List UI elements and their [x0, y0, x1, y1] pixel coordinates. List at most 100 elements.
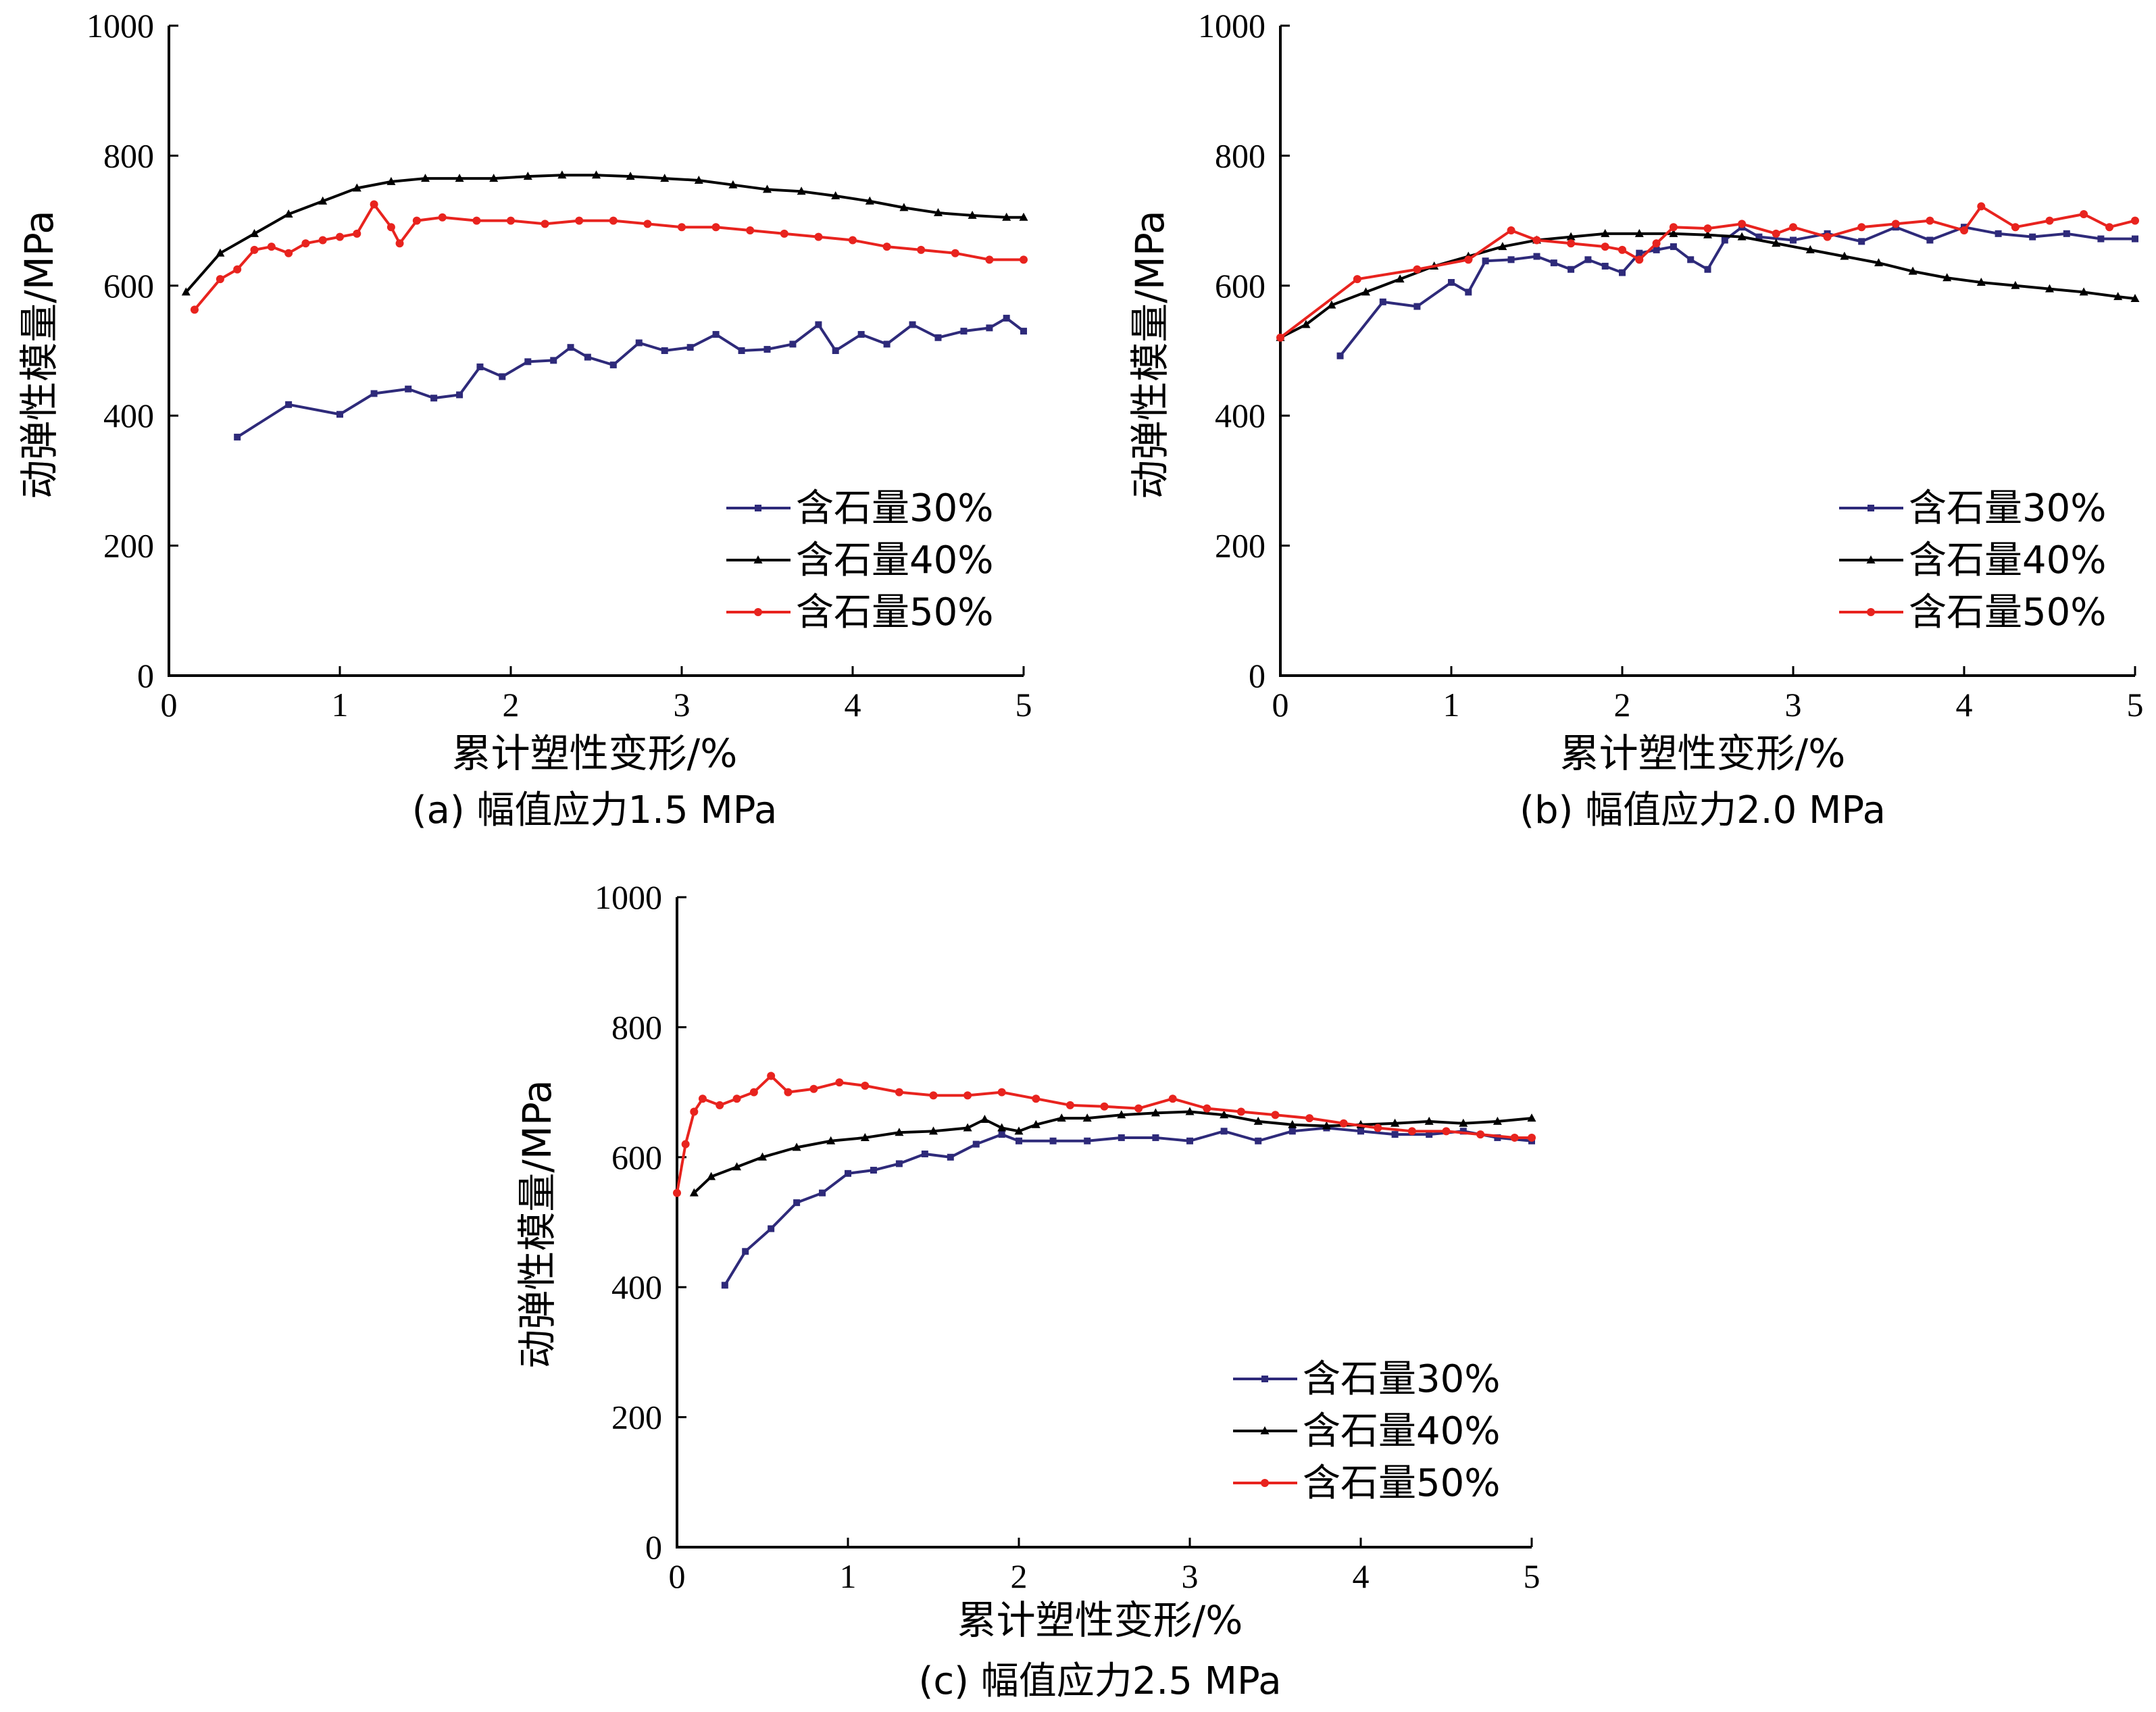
panel-c-series-s40-line — [693, 1110, 1532, 1194]
panel-a-series-s50-point — [370, 200, 378, 209]
panel-a-series-s40-point — [352, 183, 361, 192]
panel-b-series-s30-point — [1448, 278, 1455, 286]
panel-b-xtick-label: 3 — [1785, 686, 1802, 724]
panel-b-series-s30-point — [1636, 249, 1643, 257]
panel-b-series-s30-point — [2097, 235, 2105, 243]
panel-a-xtick-label: 0 — [161, 686, 178, 724]
panel-b-series-s50-point — [1601, 243, 1609, 251]
panel-c-series-s50-point — [895, 1088, 903, 1097]
panel-a-xtick-label: 2 — [503, 686, 520, 724]
panel-a-series-s50-point — [711, 223, 720, 232]
panel-a-plot: 0 1 2 3 4 5 0 200 400 600 800 1000 — [86, 7, 1032, 724]
panel-a-series-s30-point — [815, 321, 822, 328]
panel-c-series-s50-point — [673, 1188, 681, 1197]
panel-a-series-s40-point — [763, 184, 772, 193]
panel-b-series-s50-point — [2011, 223, 2020, 232]
panel-c-series-s30-point — [845, 1169, 851, 1177]
panel-c-series-s50-point — [1374, 1124, 1382, 1132]
panel-a-series-s30-point — [499, 373, 506, 380]
panel-c-series-s50-point — [1100, 1102, 1109, 1111]
panel-c-series-s50-point — [749, 1088, 758, 1097]
panel-c-series-s30-point — [1084, 1137, 1091, 1144]
panel-c-legend-marker-s40 — [1260, 1426, 1270, 1434]
panel-b-series-s40-point — [2113, 292, 2123, 301]
panel-c-series-s30-point — [1220, 1128, 1228, 1135]
panel-b-series-s30-point — [1790, 236, 1797, 244]
panel-b-series-s40-point — [1908, 266, 1917, 275]
panel-b-series-s50-point — [2045, 216, 2054, 225]
panel-b-series-s50-point — [1738, 220, 1747, 228]
panel-b-series-s40-point — [1669, 228, 1678, 237]
panel-b-series-s30-point — [1465, 288, 1472, 296]
panel-b-legend-label-40: 含石量40% — [1909, 538, 2106, 582]
panel-c-legend-marker-s30 — [1261, 1376, 1268, 1382]
panel-a-series-s50-point — [472, 216, 481, 225]
panel-a-series-s50-point — [678, 223, 686, 232]
panel-a-series-s50-line — [193, 203, 1024, 311]
panel-b-series-s50-point — [1276, 333, 1284, 342]
panel-a-series-s40-point — [728, 180, 738, 188]
panel-c-ytick-label: 600 — [611, 1138, 662, 1176]
panel-a-series-s50-point — [438, 213, 447, 222]
panel-b-series-s50-point — [1789, 223, 1797, 232]
panel-a-series-s40-point — [968, 210, 977, 219]
panel-c-series-s40-point — [1527, 1113, 1536, 1122]
panel-a-series-s50-point — [609, 216, 618, 225]
panel-c-series-s40-point — [1459, 1118, 1468, 1127]
panel-a-series-s50-point — [1020, 255, 1028, 264]
panel-b-series-s30-point — [1413, 303, 1421, 310]
panel-b-plot: 0 1 2 3 4 5 0 200 400 600 800 1000 — [1198, 7, 2144, 724]
panel-c-series-s50-point — [784, 1088, 793, 1097]
panel-a-series-s30-point — [712, 330, 720, 338]
panel-b-series-s30-point — [1601, 262, 1609, 270]
panel-a-xtick-label: 1 — [332, 686, 349, 724]
panel-b-series-s50-point — [1413, 265, 1422, 274]
panel-b-legend-label-30: 含石量30% — [1909, 486, 2106, 530]
panel-b-series-s30-point — [1704, 266, 1711, 273]
panel-b-series-s40-point — [1976, 277, 1986, 286]
panel-a-series-s30-point — [986, 324, 993, 332]
panel-c-series-s30-point — [1049, 1137, 1057, 1144]
panel-b-xtick-label: 4 — [1956, 686, 1973, 724]
panel-c-series-s40-point — [689, 1188, 699, 1197]
panel-a-series-s40-point — [626, 172, 635, 180]
panel-a-legend-marker-s30 — [755, 505, 761, 511]
panel-a-xtick-label: 4 — [845, 686, 861, 724]
panel-c-series-s40-point — [1057, 1113, 1066, 1122]
panel-a-series-s50-point — [575, 216, 584, 225]
panel-c-series-s40-point — [1151, 1108, 1160, 1117]
panel-a-series-s50-point — [267, 243, 276, 251]
panel-b-legend-marker-s30 — [1867, 505, 1874, 511]
panel-b-series-s40-point — [1772, 238, 1781, 247]
panel-a-ytick-label: 400 — [103, 397, 154, 434]
panel-c-xtick-label: 4 — [1353, 1557, 1370, 1595]
panel-a-series-s50-point — [250, 245, 259, 254]
panel-a-series-s30-point — [234, 433, 241, 440]
panel-c-series-s40-point — [895, 1128, 904, 1136]
panel-c-series-s50-point — [1476, 1130, 1485, 1139]
panel-a-series-s30-point — [430, 395, 438, 402]
panel-a-series-s50-point — [233, 265, 242, 274]
panel-a-series-s50-point — [353, 229, 361, 238]
panel-a-series-s30-point — [370, 390, 378, 397]
panel-c-series-s40-point — [1424, 1116, 1434, 1125]
panel-c-series-s30-point — [998, 1131, 1005, 1138]
panel-a-series-s30-point — [960, 328, 968, 335]
panel-c-series-s40-point — [707, 1172, 716, 1180]
panel-c-xtick-label: 0 — [669, 1557, 686, 1595]
panel-b-series-s50-point — [1960, 226, 1968, 235]
panel-c-ytick-label: 800 — [611, 1008, 662, 1046]
panel-c-series-s40-point — [1220, 1110, 1229, 1119]
panel-a-ytick-label: 200 — [103, 527, 154, 565]
panel-c-series-s40-point — [860, 1132, 870, 1141]
panel-c-series-s30-point — [1255, 1137, 1262, 1144]
panel-a-series-s30-point — [686, 344, 694, 351]
panel-c-series-s50-point — [929, 1091, 938, 1100]
panel-c-series-s30-point — [972, 1140, 980, 1148]
panel-c-ytick-label: 400 — [611, 1268, 662, 1306]
panel-b-legend-marker-s50 — [1867, 608, 1875, 616]
panel-b: 0 1 2 3 4 5 0 200 400 600 800 1000 累计塑性变形/% 动弹性模量/M… — [1127, 7, 2144, 832]
panel-c-ytick-label: 1000 — [595, 878, 662, 916]
panel-a-series-s50-point — [951, 249, 959, 257]
panel-c-series-s50-point — [681, 1140, 690, 1149]
